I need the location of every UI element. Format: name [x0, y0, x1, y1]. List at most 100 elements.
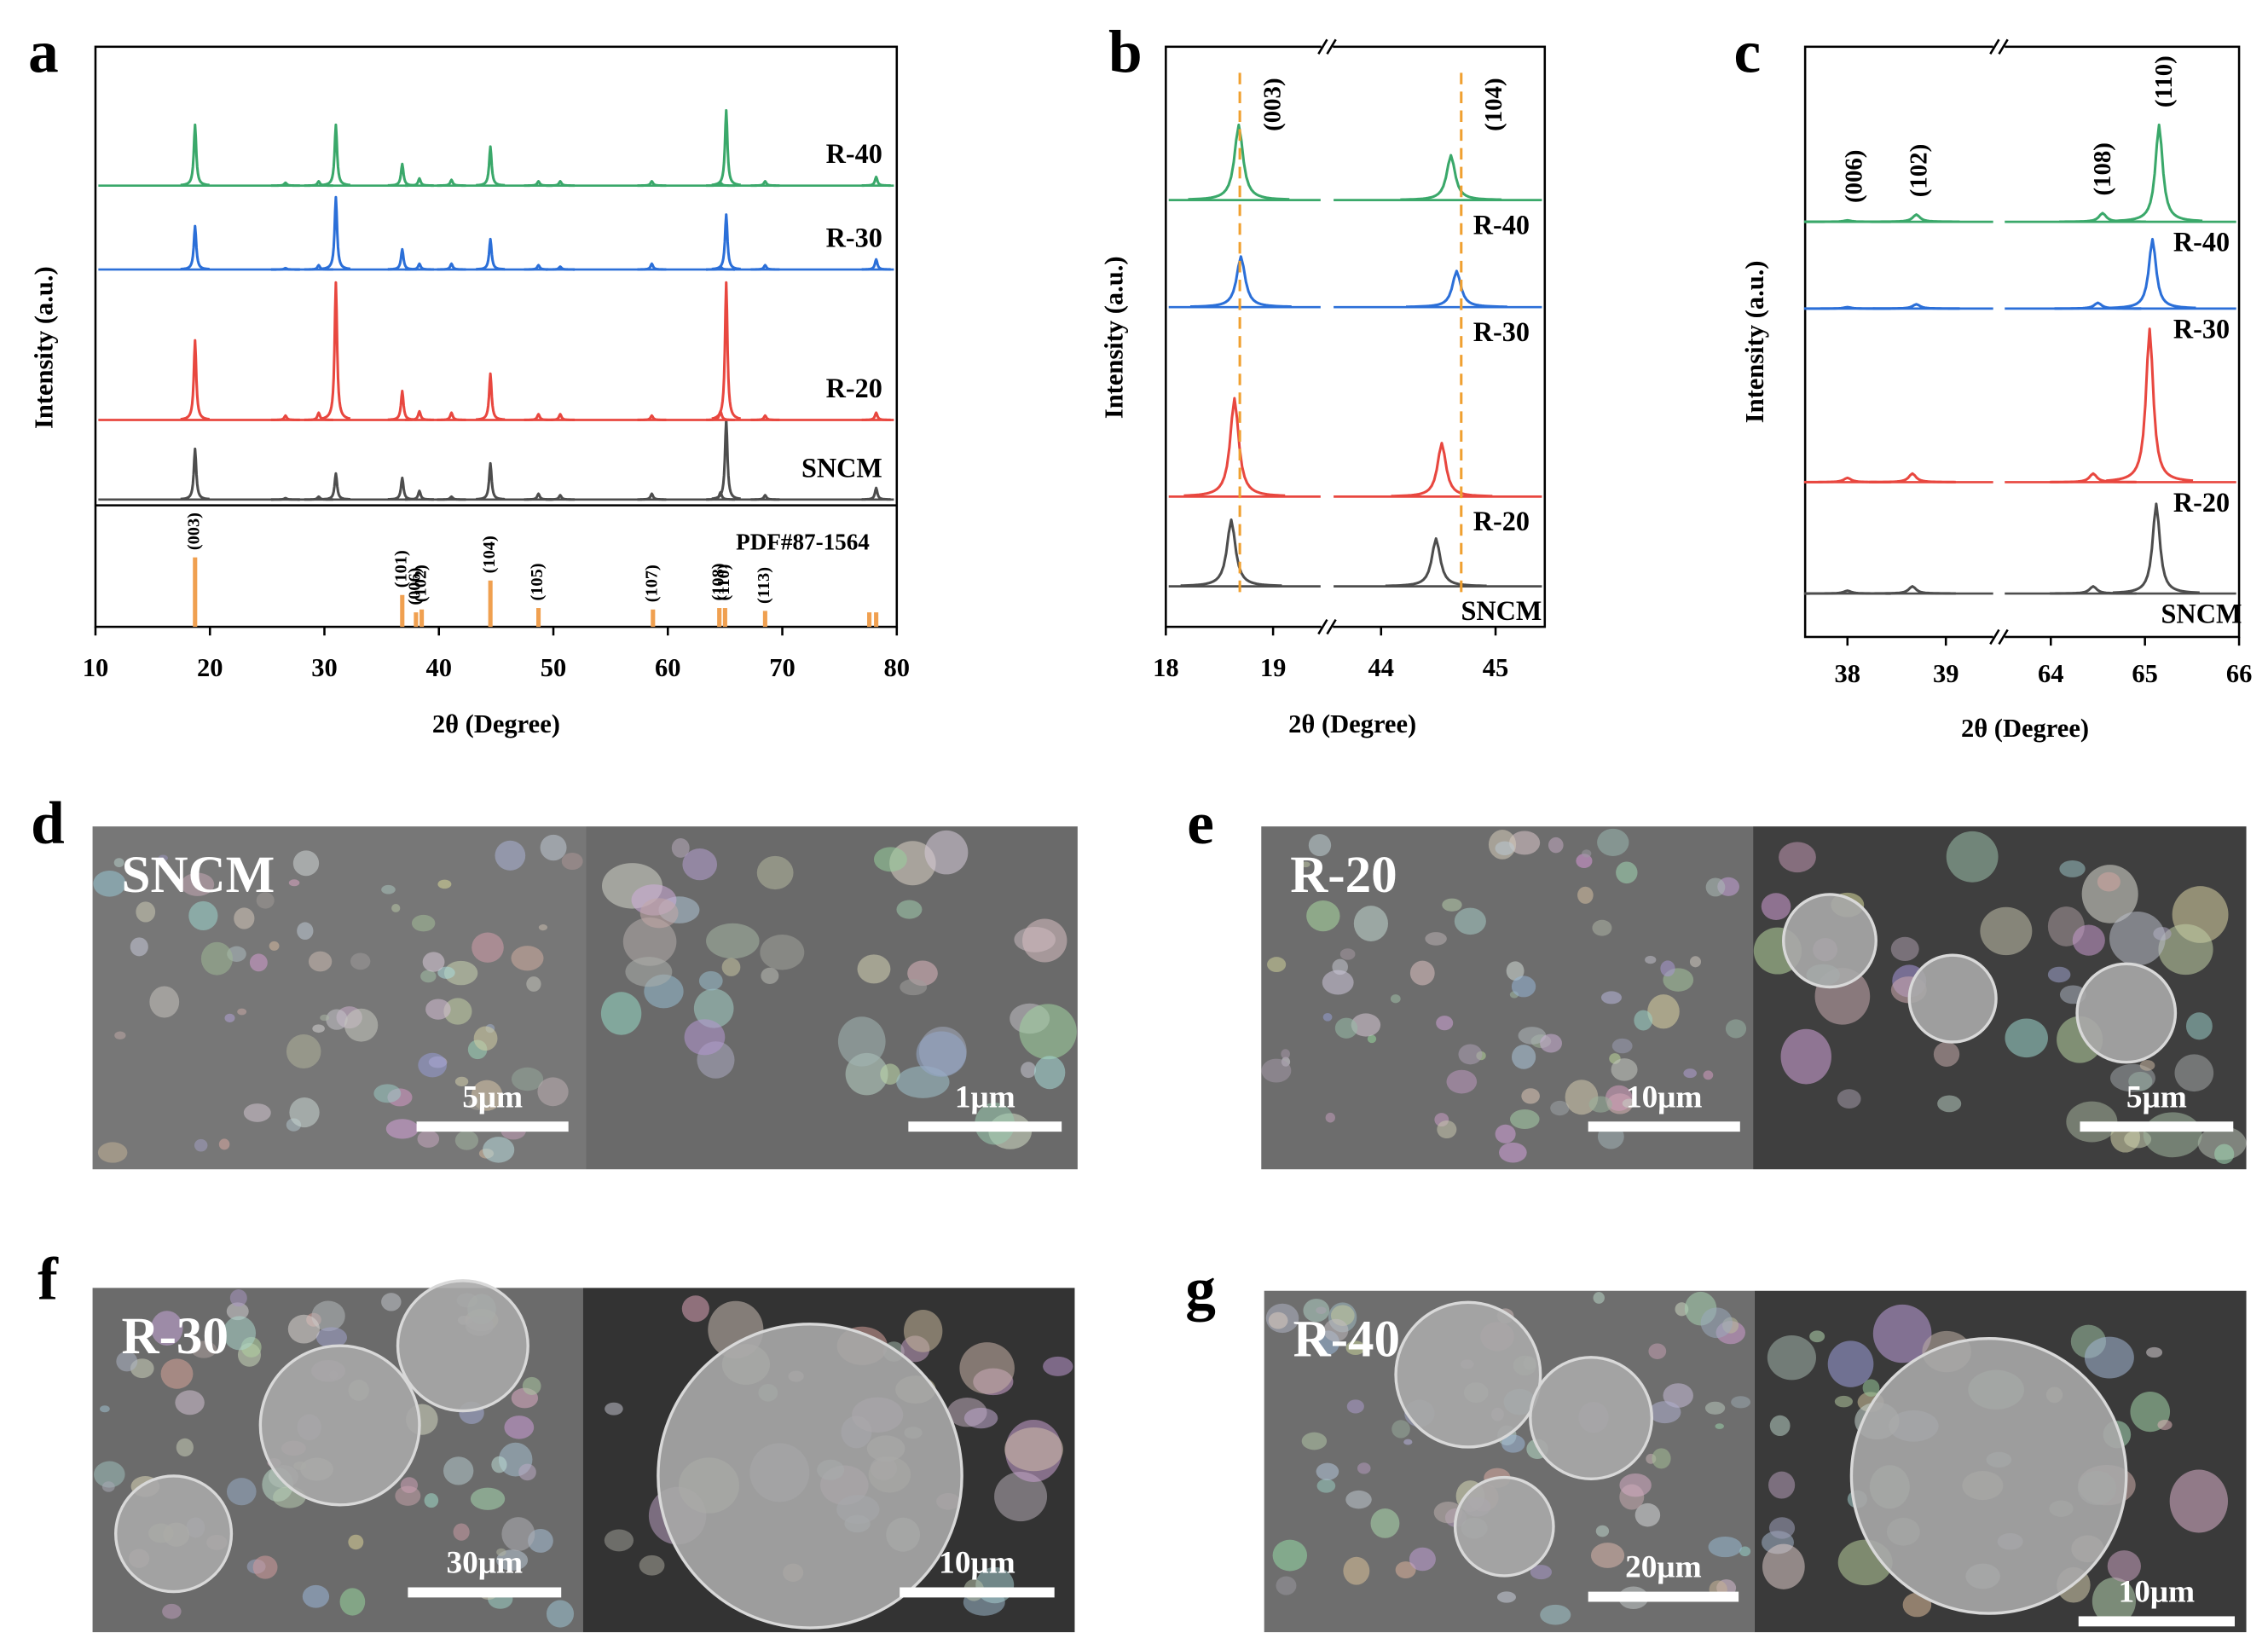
y-axis-label: Intensity (a.u.) [1740, 261, 1769, 424]
sem-particle [425, 999, 451, 1020]
axis-break-mark [1326, 618, 1337, 635]
peak [270, 414, 301, 421]
sem-sphere [1782, 893, 1877, 989]
peak [1400, 153, 1502, 201]
peak [545, 494, 576, 501]
scale-bar [1588, 1121, 1740, 1132]
sem-particle [1334, 1017, 1358, 1039]
sem-particle [501, 1517, 535, 1552]
sem-particle [1592, 919, 1612, 936]
sem-particle [760, 935, 805, 970]
sem-particle [1301, 1432, 1328, 1450]
peak [711, 418, 742, 501]
sem-particle [600, 992, 642, 1035]
sem-particle [604, 1529, 634, 1552]
sem-particle [1261, 1058, 1292, 1083]
sem-particle [1276, 1576, 1297, 1595]
sem-particle [292, 850, 320, 877]
sem-particle [94, 1461, 125, 1488]
sem-particle [1708, 1537, 1742, 1558]
sem-sphere [1394, 1300, 1542, 1449]
sem-particle [1715, 1423, 1724, 1429]
peak [180, 339, 211, 421]
sem-particle [761, 967, 779, 984]
sem-particle [2047, 966, 2071, 983]
peak [2059, 211, 2146, 223]
sem-particle [706, 923, 760, 959]
sem-particle [443, 998, 472, 1025]
sem-particle [162, 1603, 182, 1619]
x-tick-label: 64 [2038, 659, 2064, 688]
sem-particle [249, 953, 268, 972]
peak [711, 108, 742, 187]
sem-particle [903, 1309, 943, 1352]
sem-particle [873, 847, 907, 872]
panel-label: a [28, 20, 59, 86]
sem-particle [561, 852, 583, 871]
hkl-label: (108) [2089, 142, 2116, 195]
sem-particle [1367, 1034, 1377, 1044]
hkl-label: (110) [2150, 55, 2178, 107]
sample-label: R-30 [122, 1308, 229, 1365]
peak [1183, 397, 1286, 497]
sem-particle [1033, 1056, 1066, 1090]
sem-particle [1322, 970, 1354, 995]
peak [711, 281, 742, 420]
sem-particle [418, 1052, 447, 1078]
sem-particle [1663, 1383, 1693, 1408]
sem-particle [1540, 1033, 1562, 1053]
sem-particle [2146, 1346, 2163, 1358]
sem-particle [1308, 834, 1332, 857]
sem-particle [400, 1477, 419, 1494]
sample-label: SNCM [122, 847, 275, 904]
sem-particle [682, 848, 718, 881]
peak [2050, 472, 2137, 483]
sem-particle [1323, 1318, 1349, 1342]
sem-particle [188, 900, 218, 931]
sem-particle [1316, 1479, 1336, 1493]
sem-particle [963, 1407, 998, 1429]
sem-particle [2169, 1469, 2229, 1533]
sem-particle [175, 1390, 205, 1416]
sem-particle [234, 907, 255, 929]
reference-stick [536, 608, 541, 628]
sem-particle [538, 924, 548, 931]
sem-particle [721, 958, 741, 976]
sem-particle [546, 1600, 575, 1628]
reference-stick [193, 557, 198, 628]
peak [636, 180, 668, 188]
peak [860, 175, 892, 188]
axis-break-mark [1317, 618, 1328, 635]
series-label: SNCM [801, 452, 882, 483]
sem-particle [99, 1405, 110, 1413]
sem-particle [1837, 1089, 1861, 1109]
sem-particle [470, 1487, 506, 1510]
sem-particle [2158, 923, 2213, 976]
x-tick-label: 40 [425, 653, 452, 682]
sem-particle [1611, 1038, 1633, 1054]
sem-particle [1351, 1013, 1381, 1037]
reference-stick [488, 580, 493, 628]
sem-particle [1409, 1547, 1436, 1572]
sem-particle [453, 1523, 470, 1541]
sem-particle [2174, 1054, 2214, 1092]
sem-particle [1595, 1525, 1610, 1537]
peak [475, 237, 506, 271]
sem-particle [511, 946, 544, 971]
sem-particle [1809, 1330, 1825, 1343]
sem-particle [2109, 1063, 2155, 1092]
sem-particle [191, 1340, 217, 1358]
sem-particle [1725, 1019, 1747, 1039]
sem-particle [1306, 900, 1340, 932]
peak [475, 372, 506, 421]
sem-particle [289, 1097, 320, 1128]
scale-bar-label: 10μm [2119, 1575, 2196, 1610]
sem-particle [311, 1300, 345, 1332]
sem-particle [1619, 1473, 1652, 1497]
sem-particle [1395, 1561, 1416, 1578]
peak [475, 461, 506, 501]
sem-particle [286, 1034, 321, 1069]
sem-particle [1511, 976, 1536, 998]
series-label: R-40 [1473, 209, 1530, 240]
axis-break-mark [1326, 38, 1337, 55]
